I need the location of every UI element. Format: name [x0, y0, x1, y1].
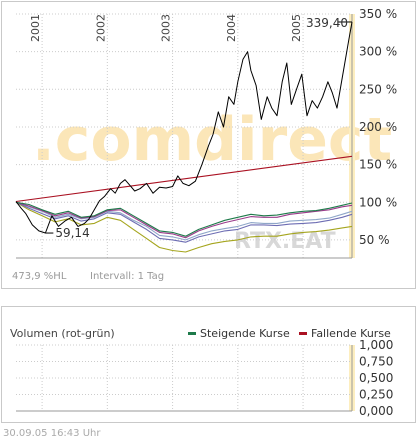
price-chart-panel: .comdirect RTX.EAT 50 % 100 % 150 % 200 % 250 … — [1, 1, 416, 289]
volume-title: Volumen (rot-grün) — [10, 327, 115, 340]
y-tick-label: 150 % — [359, 158, 397, 172]
min-label: 59,14 — [55, 226, 89, 240]
legend-label-falling: Fallende Kurse — [311, 327, 391, 340]
x-tick-label: 2003 — [160, 14, 173, 42]
y-tick-label: 350 % — [359, 7, 397, 21]
series-line-5 — [15, 201, 353, 239]
volume-y-tick-label: 1,000 — [359, 338, 393, 352]
interval-info: Intervall: 1 Tag — [90, 271, 164, 282]
legend-swatch-rising — [188, 332, 196, 335]
scale-info: 473,9 %HL — [12, 271, 67, 282]
watermark-text: .comdirect — [32, 105, 392, 175]
volume-chart: Volumen (rot-grün) Steigende Kurse Fallend… — [10, 327, 393, 418]
watermark-small-text: RTX.EAT — [234, 229, 336, 254]
y-tick-label: 250 % — [359, 82, 397, 96]
y-tick-label: 200 % — [359, 120, 397, 134]
legend-swatch-falling — [299, 332, 307, 335]
volume-y-tick-label: 0,750 — [359, 355, 393, 369]
y-tick-label: 300 % — [359, 45, 397, 59]
timestamp: 30.09.05 16:43 Uhr — [3, 428, 101, 439]
volume-y-tick-label: 0,500 — [359, 371, 393, 385]
series-line-2 — [15, 201, 353, 243]
series-line-4 — [15, 201, 353, 237]
x-tick-label: 2004 — [225, 14, 238, 42]
x-tick-label: 2002 — [94, 14, 107, 42]
x-tick-label: 2001 — [29, 14, 42, 42]
volume-y-tick-label: 0,250 — [359, 388, 393, 402]
volume-y-tick-label: 0,000 — [359, 404, 393, 418]
volume-chart-panel: Volumen (rot-grün) Steigende Kurse Fallend… — [1, 306, 416, 423]
legend-label-rising: Steigende Kurse — [200, 327, 290, 340]
price-chart: .comdirect RTX.EAT 50 % 100 % 150 % 200 % 250 … — [12, 7, 397, 282]
series-line-1 — [15, 155, 353, 203]
series-line-6 — [15, 201, 353, 253]
series-line-3 — [15, 201, 353, 241]
y-tick-label: 50 % — [359, 233, 390, 247]
x-tick-label: 2005 — [290, 14, 303, 42]
series-line-0 — [15, 21, 353, 234]
max-label: 339,40 — [306, 16, 348, 30]
y-tick-label: 100 % — [359, 195, 397, 209]
